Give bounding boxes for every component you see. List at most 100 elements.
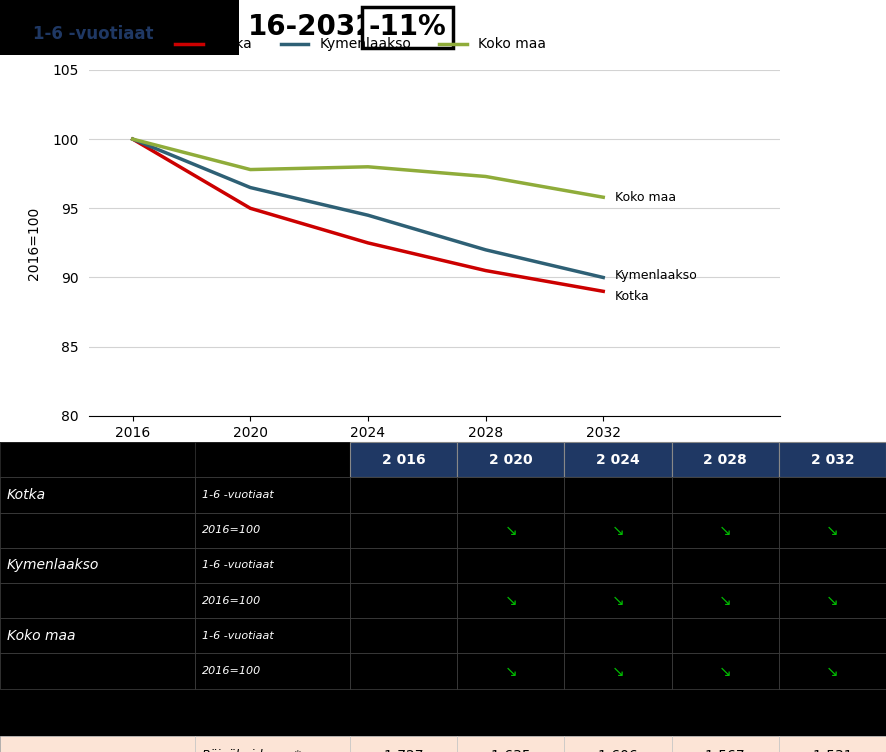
- Bar: [0, 583, 195, 618]
- Kymenlaakso: [480, 245, 491, 254]
- Bar: [195, 513, 350, 547]
- Bar: [195, 618, 350, 653]
- Text: 2 032: 2 032: [811, 453, 854, 467]
- Text: ↘: ↘: [826, 593, 839, 608]
- Bar: [564, 618, 672, 653]
- Bar: [779, 513, 886, 547]
- Text: Kotka: Kotka: [7, 488, 46, 502]
- Koko maa: [362, 162, 373, 171]
- Text: Kotka: Kotka: [615, 290, 649, 302]
- Bar: [0, 547, 195, 583]
- Text: 1-6 -vuotiaat: 1-6 -vuotiaat: [34, 25, 154, 43]
- Kymenlaakso: [362, 211, 373, 220]
- Text: 1 727: 1 727: [384, 748, 424, 752]
- Bar: [0, 653, 195, 689]
- Bar: [779, 653, 886, 689]
- Bar: [350, 442, 457, 478]
- Text: Koko maa: Koko maa: [7, 629, 75, 643]
- Bar: [672, 478, 779, 513]
- Text: ↘: ↘: [611, 523, 625, 538]
- Line: Kotka: Kotka: [133, 139, 603, 291]
- Text: 2 028: 2 028: [703, 453, 747, 467]
- Kotka: [362, 238, 373, 247]
- Bar: [779, 442, 886, 478]
- Text: ↘: ↘: [504, 523, 517, 538]
- Bar: [0, 736, 195, 752]
- Kotka: [598, 287, 609, 296]
- Bar: [779, 583, 886, 618]
- Y-axis label: 2016=100: 2016=100: [27, 206, 42, 280]
- Text: 1 606: 1 606: [598, 748, 638, 752]
- Bar: [350, 513, 457, 547]
- Bar: [350, 583, 457, 618]
- Text: 2016=100: 2016=100: [202, 666, 261, 676]
- Bar: [564, 513, 672, 547]
- Bar: [564, 736, 672, 752]
- Bar: [672, 736, 779, 752]
- Text: 1-6 -vuotiaat: 1-6 -vuotiaat: [202, 560, 274, 571]
- Text: 1 567: 1 567: [705, 748, 745, 752]
- Text: ↘: ↘: [719, 523, 732, 538]
- Kotka: [245, 204, 256, 213]
- Bar: [672, 583, 779, 618]
- Kotka: [128, 135, 138, 144]
- Text: 1-6 -vuotiaat: 1-6 -vuotiaat: [202, 631, 274, 641]
- Bar: [195, 547, 350, 583]
- Bar: [457, 513, 564, 547]
- Kymenlaakso: [245, 183, 256, 192]
- Text: 2 024: 2 024: [596, 453, 640, 467]
- Bar: [0, 513, 195, 547]
- Bar: [457, 478, 564, 513]
- Bar: [672, 547, 779, 583]
- Text: ↘: ↘: [826, 663, 839, 678]
- Text: ↘: ↘: [611, 663, 625, 678]
- Legend: Kotka, Kymenlaakso, Koko maa: Kotka, Kymenlaakso, Koko maa: [169, 32, 552, 57]
- Bar: [350, 478, 457, 513]
- Line: Kymenlaakso: Kymenlaakso: [133, 139, 603, 277]
- Kymenlaakso: [128, 135, 138, 144]
- Bar: [457, 442, 564, 478]
- Bar: [564, 547, 672, 583]
- Bar: [350, 618, 457, 653]
- Text: 1 531: 1 531: [812, 748, 852, 752]
- Text: 2016=100: 2016=100: [202, 596, 261, 605]
- Bar: [672, 513, 779, 547]
- Text: -11%: -11%: [369, 14, 447, 41]
- Bar: [195, 736, 350, 752]
- Bar: [0, 618, 195, 653]
- Bar: [564, 583, 672, 618]
- Bar: [779, 618, 886, 653]
- Text: ↘: ↘: [719, 593, 732, 608]
- Text: 16-2032:: 16-2032:: [248, 14, 387, 41]
- Bar: [779, 547, 886, 583]
- Text: 2016=100: 2016=100: [202, 525, 261, 535]
- Bar: [457, 618, 564, 653]
- Text: ↘: ↘: [504, 593, 517, 608]
- Text: 2020 -2032: Tilastokeskus, väestöennuste 2015: 2020 -2032: Tilastokeskus, väestöennuste…: [513, 450, 780, 460]
- Bar: [350, 653, 457, 689]
- Bar: [672, 618, 779, 653]
- Koko maa: [128, 135, 138, 144]
- Text: ↘: ↘: [611, 593, 625, 608]
- Bar: [457, 547, 564, 583]
- Text: ↘: ↘: [719, 663, 732, 678]
- Text: ↘: ↘: [504, 663, 517, 678]
- Bar: [195, 653, 350, 689]
- Bar: [457, 583, 564, 618]
- Text: 1-6 -vuotiaat: 1-6 -vuotiaat: [202, 490, 274, 500]
- Bar: [350, 736, 457, 752]
- Bar: [195, 478, 350, 513]
- Koko maa: [480, 172, 491, 181]
- Bar: [0, 442, 195, 478]
- Text: ↘: ↘: [826, 523, 839, 538]
- Bar: [195, 442, 350, 478]
- Kymenlaakso: [598, 273, 609, 282]
- Koko maa: [245, 165, 256, 174]
- Bar: [457, 736, 564, 752]
- Bar: [564, 478, 672, 513]
- Line: Koko maa: Koko maa: [133, 139, 603, 197]
- Kotka: [480, 266, 491, 275]
- Bar: [195, 583, 350, 618]
- Text: 2 020: 2 020: [489, 453, 532, 467]
- Text: Kymenlaakso: Kymenlaakso: [615, 269, 698, 282]
